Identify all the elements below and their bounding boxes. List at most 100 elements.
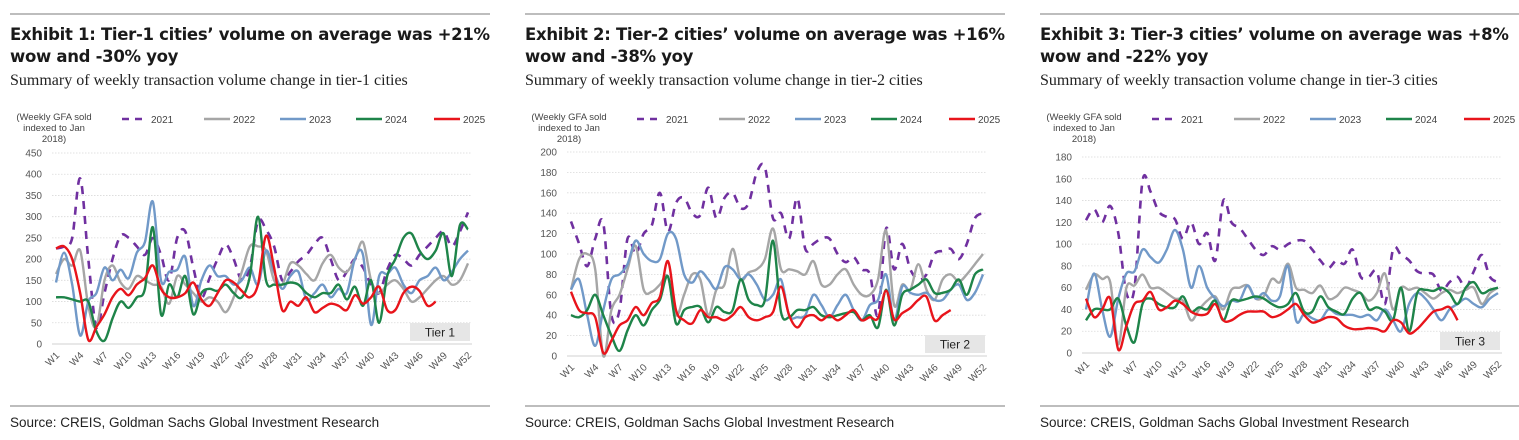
x-tick-label: W4 bbox=[583, 362, 602, 381]
legend-label-2022: 2022 bbox=[233, 115, 256, 126]
tier-label: Tier 1 bbox=[425, 326, 456, 340]
x-tick-label: W16 bbox=[161, 350, 184, 373]
legend-label-2021: 2021 bbox=[151, 115, 174, 126]
x-tick-label: W37 bbox=[846, 362, 869, 385]
y-tick-label: 100 bbox=[25, 297, 42, 308]
x-tick-label: W7 bbox=[92, 350, 111, 369]
exhibit-title: Exhibit 3: Tier-3 cities’ volume on aver… bbox=[1040, 25, 1509, 66]
top-rule bbox=[10, 13, 490, 15]
x-tick-label: W16 bbox=[676, 362, 699, 385]
legend-label-2022: 2022 bbox=[748, 115, 771, 126]
x-tick-label: W22 bbox=[1239, 359, 1262, 382]
y-tick-label: 0 bbox=[1066, 349, 1072, 360]
x-tick-label: W40 bbox=[355, 350, 378, 373]
x-tick-label: W43 bbox=[379, 350, 402, 373]
y-axis-label: (Weekly GFA sold bbox=[1046, 112, 1121, 123]
x-tick-label: W28 bbox=[1288, 359, 1311, 382]
legend-label-2024: 2024 bbox=[385, 115, 408, 126]
legend-label-2021: 2021 bbox=[1181, 115, 1204, 126]
bottom-rule bbox=[525, 405, 1005, 407]
series-line-2025 bbox=[55, 234, 437, 343]
x-tick-label: W16 bbox=[1191, 359, 1214, 382]
x-tick-label: W40 bbox=[870, 362, 893, 385]
y-tick-label: 100 bbox=[1055, 240, 1072, 251]
legend-label-2021: 2021 bbox=[666, 115, 689, 126]
exhibit-subtitle: Summary of weekly transaction volume cha… bbox=[10, 72, 408, 89]
x-tick-label: W1 bbox=[1074, 359, 1093, 378]
x-tick-label: W19 bbox=[185, 350, 208, 373]
x-tick-label: W34 bbox=[821, 362, 844, 385]
exhibit-title: Exhibit 1: Tier-1 cities’ volume on aver… bbox=[10, 25, 490, 66]
y-tick-label: 450 bbox=[25, 149, 42, 160]
tier-label-box bbox=[925, 335, 985, 353]
y-tick-label: 40 bbox=[1061, 305, 1073, 316]
x-tick-label: W31 bbox=[1312, 359, 1335, 382]
exhibit-1-panel: Exhibit 1: Tier-1 cities’ volume on aver… bbox=[10, 0, 490, 440]
legend-label-2024: 2024 bbox=[1415, 115, 1438, 126]
y-tick-label: 20 bbox=[546, 331, 558, 342]
x-tick-label: W13 bbox=[137, 350, 160, 373]
y-tick-label: 350 bbox=[25, 191, 42, 202]
y-tick-label: 160 bbox=[1055, 174, 1072, 185]
top-rule bbox=[1040, 13, 1519, 15]
exhibit-subtitle: Summary of weekly transaction volume cha… bbox=[1040, 72, 1438, 89]
y-tick-label: 180 bbox=[1055, 153, 1072, 164]
tier-label: Tier 3 bbox=[1455, 335, 1486, 349]
x-tick-label: W7 bbox=[1122, 359, 1141, 378]
y-axis-label: 2018) bbox=[557, 134, 581, 145]
series-line-2021 bbox=[55, 177, 470, 329]
y-axis-label: (Weekly GFA sold bbox=[531, 112, 606, 123]
x-tick-label: W22 bbox=[724, 362, 747, 385]
x-tick-label: W52 bbox=[452, 350, 475, 373]
exhibit-2-panel: Exhibit 2: Tier-2 cities’ volume on aver… bbox=[525, 0, 1005, 440]
y-tick-label: 80 bbox=[1061, 261, 1073, 272]
y-axis-label: indexed to Jan bbox=[1053, 123, 1115, 134]
y-tick-label: 60 bbox=[1061, 283, 1073, 294]
source-note: Source: CREIS, Goldman Sachs Global Inve… bbox=[1040, 415, 1410, 430]
y-tick-label: 150 bbox=[25, 276, 42, 287]
x-tick-label: W52 bbox=[967, 362, 990, 385]
series-line-2024 bbox=[570, 239, 984, 353]
y-tick-label: 300 bbox=[25, 212, 42, 223]
y-tick-label: 60 bbox=[546, 290, 558, 301]
y-axis-label: (Weekly GFA sold bbox=[16, 112, 91, 123]
x-tick-label: W19 bbox=[700, 362, 723, 385]
x-tick-label: W34 bbox=[306, 350, 329, 373]
tier-label-box bbox=[1440, 332, 1500, 350]
top-rule bbox=[525, 13, 1005, 15]
series-line-2025 bbox=[569, 259, 952, 355]
x-tick-label: W31 bbox=[282, 350, 305, 373]
y-tick-label: 120 bbox=[1055, 218, 1072, 229]
x-tick-label: W25 bbox=[234, 350, 257, 373]
exhibit-3-panel: Exhibit 3: Tier-3 cities’ volume on aver… bbox=[1040, 0, 1519, 440]
x-tick-label: W13 bbox=[652, 362, 675, 385]
legend-label-2025: 2025 bbox=[1493, 115, 1516, 126]
x-tick-label: W7 bbox=[607, 362, 626, 381]
series-line-2023 bbox=[1084, 228, 1499, 338]
x-tick-label: W10 bbox=[113, 350, 136, 373]
legend-label-2023: 2023 bbox=[1339, 115, 1362, 126]
tier-label: Tier 2 bbox=[940, 338, 971, 352]
x-tick-label: W4 bbox=[68, 350, 87, 369]
y-tick-label: 40 bbox=[546, 311, 558, 322]
legend-label-2025: 2025 bbox=[463, 115, 486, 126]
y-tick-label: 200 bbox=[25, 255, 42, 266]
x-tick-label: W37 bbox=[331, 350, 354, 373]
x-tick-label: W49 bbox=[428, 350, 451, 373]
source-note: Source: CREIS, Goldman Sachs Global Inve… bbox=[525, 415, 895, 430]
x-tick-label: W28 bbox=[773, 362, 796, 385]
y-tick-label: 100 bbox=[540, 250, 557, 261]
bottom-rule bbox=[1040, 405, 1519, 407]
legend-label-2022: 2022 bbox=[1263, 115, 1286, 126]
y-tick-label: 0 bbox=[551, 352, 557, 363]
x-tick-label: W4 bbox=[1098, 359, 1117, 378]
y-tick-label: 20 bbox=[1061, 327, 1073, 338]
x-tick-label: W37 bbox=[1361, 359, 1384, 382]
x-tick-label: W49 bbox=[1458, 359, 1481, 382]
y-tick-label: 120 bbox=[540, 229, 557, 240]
x-tick-label: W13 bbox=[1167, 359, 1190, 382]
legend-label-2023: 2023 bbox=[824, 115, 847, 126]
x-tick-label: W40 bbox=[1385, 359, 1408, 382]
series-line-2024 bbox=[55, 215, 469, 343]
